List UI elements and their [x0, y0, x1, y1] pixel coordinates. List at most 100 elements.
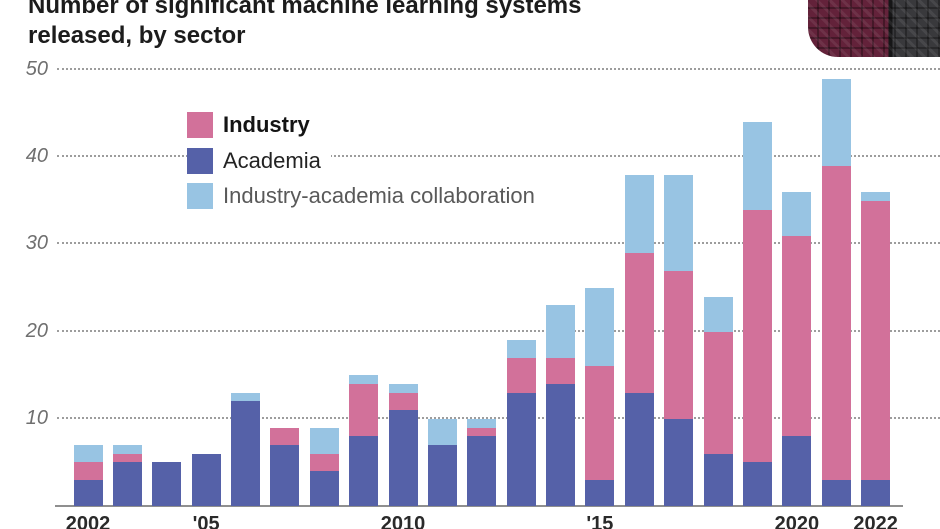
bar-segment-academia [112, 462, 142, 506]
bar-2017 [664, 174, 694, 506]
bar-2003 [112, 444, 142, 506]
gridline-50 [57, 68, 940, 70]
bar-segment-academia [152, 462, 182, 506]
bar-segment-collaboration [309, 427, 339, 454]
bar-segment-academia [349, 436, 379, 506]
bar-segment-academia [861, 479, 891, 506]
bar-segment-academia [388, 410, 418, 506]
bar-2014 [546, 305, 576, 506]
bar-segment-collaboration [467, 418, 497, 428]
bar-2002 [73, 444, 103, 506]
bar-2020 [782, 192, 812, 506]
bar-segment-industry [782, 235, 812, 437]
bar-segment-academia [742, 462, 772, 506]
chart-title-line2: released, by sector [28, 22, 246, 49]
legend-swatch-academia [187, 147, 213, 174]
bar-2008 [309, 427, 339, 506]
y-tick-label-10: 10 [25, 406, 48, 429]
x-tick-label-2010: 2010 [380, 513, 426, 529]
bar-segment-academia [546, 383, 576, 506]
bar-segment-industry [349, 383, 379, 437]
bar-2005 [191, 453, 221, 506]
bar-segment-academia [821, 479, 851, 506]
bar-segment-collaboration [112, 444, 142, 454]
bar-segment-collaboration [703, 296, 733, 332]
x-tick-label-2022: 2022 [853, 513, 898, 529]
chart-title: Number of significant machine learning s… [28, 0, 581, 51]
gridline-40 [57, 155, 940, 158]
bar-segment-industry [585, 366, 615, 480]
bar-segment-collaboration [231, 392, 261, 402]
x-tick-label-2020: 2020 [774, 513, 820, 529]
bar-segment-academia [309, 471, 339, 506]
bar-segment-industry [624, 253, 654, 393]
bar-segment-industry [467, 427, 497, 437]
circuit-brain-logo [808, 0, 940, 57]
bar-segment-collaboration [821, 78, 851, 166]
bar-segment-academia [467, 436, 497, 506]
legend-item-academia: Academia [187, 147, 331, 174]
legend-swatch-industry [187, 112, 213, 138]
bar-segment-academia [782, 436, 812, 506]
gridline-20 [57, 329, 940, 332]
bar-2012 [467, 418, 497, 506]
bar-segment-collaboration [73, 444, 103, 463]
x-axis-line [55, 505, 903, 507]
legend-label-industry: Industry [223, 112, 310, 137]
y-tick-label-50: 50 [25, 58, 48, 80]
bar-segment-academia [73, 479, 103, 506]
bar-segment-industry [703, 331, 733, 454]
bar-segment-collaboration [664, 174, 694, 271]
x-tick-label-15: '15 [586, 513, 614, 529]
bar-2013 [506, 340, 536, 506]
bar-segment-academia [664, 418, 694, 506]
bar-2019 [742, 122, 772, 506]
bar-2006 [231, 392, 261, 506]
bar-segment-collaboration [585, 288, 615, 367]
bar-segment-collaboration [388, 383, 418, 393]
bar-segment-industry [546, 357, 576, 384]
bar-segment-industry [112, 453, 142, 463]
legend-item-collaboration: Industry-academia collaboration [187, 183, 545, 209]
legend-label-academia: Academia [223, 147, 321, 173]
bar-segment-industry [73, 462, 103, 480]
bar-segment-collaboration [624, 174, 654, 254]
bar-segment-industry [742, 209, 772, 463]
bar-segment-academia [427, 444, 457, 506]
legend-label-collaboration: Industry-academia collaboration [223, 183, 535, 208]
bar-segment-industry [821, 165, 851, 480]
bar-segment-industry [309, 453, 339, 472]
gridline-30 [57, 242, 940, 245]
bar-segment-collaboration [546, 305, 576, 358]
chart-title-line1: Number of significant machine learning s… [28, 0, 582, 19]
bar-segment-industry [388, 392, 418, 411]
bar-2016 [624, 174, 654, 506]
bar-segment-collaboration [782, 192, 812, 236]
bar-segment-academia [585, 479, 615, 506]
bar-segment-academia [703, 453, 733, 506]
bar-segment-academia [231, 401, 261, 506]
y-tick-label-20: 20 [25, 319, 48, 342]
x-tick-label-2002: 2002 [65, 513, 111, 529]
bar-segment-collaboration [427, 418, 457, 445]
y-tick-label-30: 30 [25, 232, 48, 255]
gridline-10 [57, 416, 940, 419]
bar-segment-collaboration [742, 122, 772, 210]
bar-segment-industry [270, 427, 300, 445]
bar-segment-academia [191, 453, 221, 506]
bar-segment-collaboration [861, 192, 891, 201]
bar-segment-collaboration [349, 375, 379, 384]
x-tick-label-05: '05 [192, 513, 220, 529]
bar-2021 [821, 78, 851, 506]
bar-2018 [703, 296, 733, 506]
bar-segment-academia [506, 392, 536, 506]
y-tick-label-40: 40 [25, 145, 48, 168]
bar-2022 [861, 192, 891, 506]
bar-segment-academia [624, 392, 654, 506]
bar-2004 [152, 462, 182, 506]
legend-item-industry: Industry [187, 112, 320, 138]
bar-segment-industry [861, 200, 891, 480]
bar-segment-academia [270, 444, 300, 506]
